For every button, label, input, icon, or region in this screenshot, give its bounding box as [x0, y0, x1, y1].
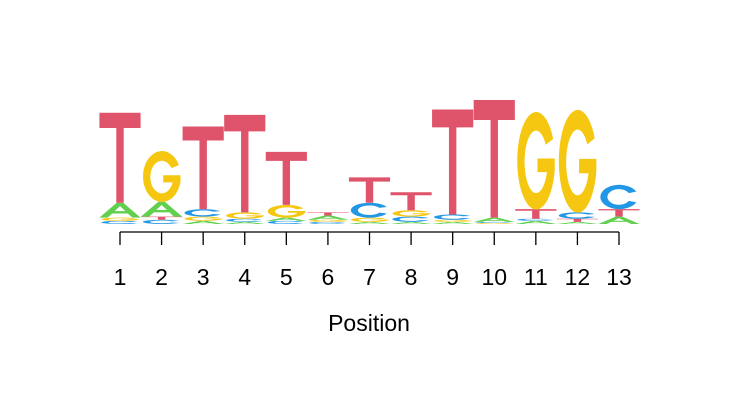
- logo-letter-A: [265, 217, 307, 221]
- logo-letter-T: [390, 192, 432, 211]
- logo-column-10: [473, 99, 515, 225]
- logo-letter-T: [224, 114, 266, 213]
- logo-letter-C: [226, 218, 263, 222]
- logo-letter-T: [556, 218, 598, 222]
- logo-letter-T: [515, 209, 557, 219]
- logo-column-12: [556, 109, 598, 224]
- logo-letter-C: [392, 216, 429, 222]
- x-tick-label: 1: [114, 264, 127, 290]
- logo-letter-C: [475, 221, 512, 223]
- x-tick-label: 2: [155, 264, 168, 290]
- logo-column-13: [598, 184, 640, 224]
- logo-letter-G: [558, 109, 597, 213]
- logo-letter-T: [432, 109, 474, 215]
- logo-letter-C: [517, 218, 554, 221]
- x-tick-label: 3: [197, 264, 210, 290]
- x-tick-label: 9: [446, 264, 459, 290]
- x-tick-label: 4: [238, 264, 251, 290]
- logo-letter-C: [267, 220, 304, 225]
- logo-letter-G: [392, 210, 431, 217]
- x-tick-label: 10: [481, 264, 507, 290]
- x-axis-label: Position: [328, 310, 410, 336]
- logo-column-8: [390, 192, 432, 224]
- logo-letter-T: [99, 112, 141, 203]
- logo-letter-G: [226, 212, 264, 219]
- logo-letter-A: [224, 221, 266, 224]
- x-tick-label: 6: [322, 264, 335, 290]
- logo-letter-T: [182, 126, 224, 210]
- logo-letter-T: [348, 177, 391, 203]
- logo-column-2: [141, 151, 183, 224]
- logo-letter-A: [348, 221, 391, 224]
- logo-letter-T: [307, 212, 349, 216]
- logo-letter-A: [432, 221, 474, 224]
- logo-column-6: [307, 212, 349, 224]
- logo-letter-C: [184, 209, 221, 217]
- logo-letters: [99, 99, 640, 225]
- logo-letter-G: [475, 222, 514, 225]
- x-tick-label: 5: [280, 264, 293, 290]
- logo-letter-C: [142, 219, 179, 224]
- logo-letter-C: [434, 214, 470, 220]
- x-tick-label: 12: [565, 264, 591, 290]
- logo-letter-T: [473, 99, 515, 218]
- logo-letter-G: [101, 217, 139, 221]
- logo-column-7: [348, 177, 391, 224]
- logo-column-1: [99, 112, 141, 225]
- logo-column-4: [224, 114, 266, 224]
- logo-column-3: [182, 126, 224, 224]
- logo-letter-A: [141, 201, 183, 217]
- logo-letter-G: [517, 112, 555, 210]
- logo-letter-A: [515, 220, 557, 224]
- logo-letter-C: [600, 184, 637, 210]
- logo-letter-G: [309, 219, 347, 222]
- x-tick-label: 13: [606, 264, 632, 290]
- logo-column-11: [515, 112, 557, 224]
- logo-letter-T: [265, 151, 307, 205]
- logo-letter-A: [182, 220, 224, 224]
- logo-letter-A: [556, 221, 598, 224]
- logo-letter-T: [598, 209, 640, 217]
- x-tick-label: 11: [524, 264, 548, 290]
- logo-letter-C: [558, 212, 595, 219]
- logo-letter-G: [434, 219, 472, 222]
- logo-letter-A: [307, 215, 349, 220]
- logo-letter-C: [350, 202, 387, 218]
- logo-column-9: [432, 109, 474, 224]
- logo-letter-A: [99, 202, 141, 218]
- logo-letter-G: [184, 216, 223, 221]
- x-tick-label: 8: [405, 264, 418, 290]
- logo-letter-A: [473, 217, 515, 222]
- logo-column-5: [265, 151, 307, 225]
- logo-letter-C: [101, 220, 138, 225]
- x-axis: 1 2 3 4 5 6 7 8 9 10 11 12 13: [114, 231, 632, 290]
- logo-letter-G: [350, 217, 389, 222]
- logo-letter-A: [598, 216, 640, 224]
- logo-letter-C: [309, 221, 346, 224]
- logo-letter-T: [141, 216, 183, 220]
- logo-letter-G: [267, 204, 306, 218]
- logo-letter-G: [143, 151, 181, 202]
- x-tick-label: 7: [363, 264, 376, 290]
- logo-letter-A: [390, 221, 432, 224]
